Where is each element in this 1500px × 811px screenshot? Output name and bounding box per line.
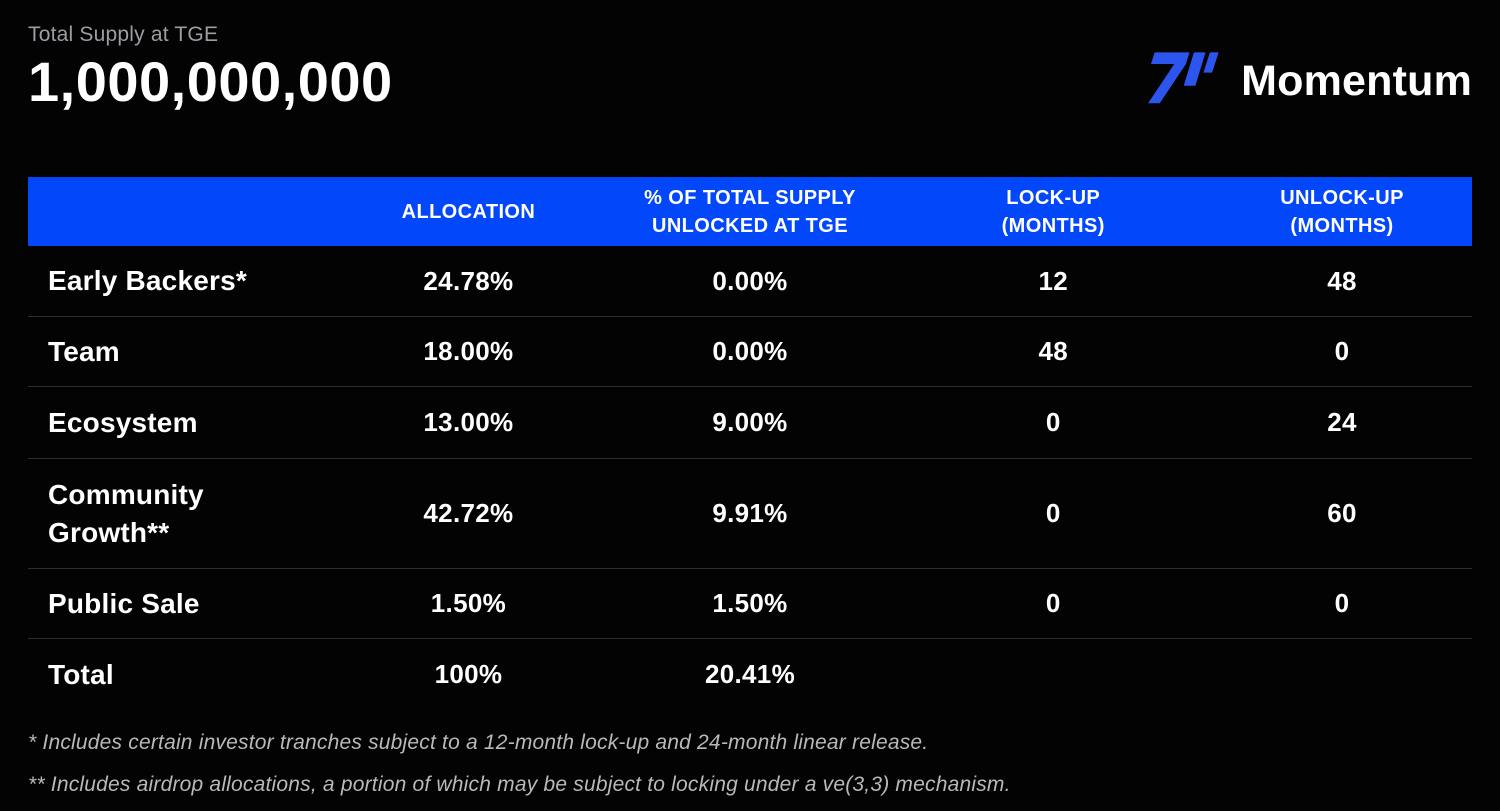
header-cell-unlocked-at-tge: % OF TOTAL SUPPLY UNLOCKED AT TGE bbox=[644, 186, 856, 237]
unlocked-at-tge-value: 9.91% bbox=[712, 498, 788, 528]
unlocked-at-tge-value: 20.41% bbox=[705, 659, 795, 689]
footnote-early-backers: * Includes certain investor tranches sub… bbox=[28, 731, 929, 754]
allocation-value: 13.00% bbox=[423, 407, 514, 437]
unlock-months-value: 60 bbox=[1327, 498, 1357, 528]
row-label: Ecosystem bbox=[48, 406, 198, 438]
lockup-months-value: 12 bbox=[1038, 265, 1068, 296]
unlock-months-value: 0 bbox=[1334, 336, 1350, 366]
table-row-total: Total 100% 20.41% bbox=[28, 638, 1472, 710]
row-label: Public Sale bbox=[48, 587, 200, 619]
momentum-logo-icon bbox=[1143, 50, 1223, 112]
table-row-ecosystem: Ecosystem 13.00% 9.00% 0 24 bbox=[28, 386, 1472, 458]
tokenomics-table: ALLOCATION % OF TOTAL SUPPLY UNLOCKED AT… bbox=[28, 177, 1472, 710]
row-label: Total bbox=[48, 658, 114, 690]
lockup-months-value: 0 bbox=[1045, 407, 1061, 437]
lockup-months-value: 0 bbox=[1045, 498, 1061, 528]
allocation-value: 1.50% bbox=[430, 588, 507, 618]
unlock-months-value: 48 bbox=[1327, 265, 1357, 296]
brand-name: Momentum bbox=[1241, 56, 1472, 105]
unlock-months-value: 24 bbox=[1327, 407, 1357, 437]
brand-logo: Momentum bbox=[1143, 50, 1472, 112]
row-label: Team bbox=[48, 335, 120, 367]
footnotes: * Includes certain investor tranches sub… bbox=[28, 730, 1472, 798]
allocation-value: 24.78% bbox=[423, 265, 514, 296]
table-row-team: Team 18.00% 0.00% 48 0 bbox=[28, 316, 1472, 386]
lockup-months-value: 0 bbox=[1045, 588, 1061, 618]
allocation-value: 42.72% bbox=[423, 498, 514, 528]
allocation-value: 100% bbox=[434, 659, 503, 689]
unlocked-at-tge-value: 1.50% bbox=[712, 588, 788, 618]
unlocked-at-tge-value: 9.00% bbox=[712, 407, 788, 437]
unlocked-at-tge-value: 0.00% bbox=[712, 336, 788, 366]
table-row-community-growth: Community Growth** 42.72% 9.91% 0 60 bbox=[28, 458, 1472, 568]
header-cell-lockup: LOCK-UP (MONTHS) bbox=[1001, 186, 1105, 237]
lockup-months-value: 48 bbox=[1038, 336, 1068, 366]
page-header: Total Supply at TGE 1,000,000,000 Moment… bbox=[28, 22, 1472, 115]
row-label: Early Backers* bbox=[48, 265, 247, 296]
table-row-early-backers: Early Backers* 24.78% 0.00% 12 48 bbox=[28, 246, 1472, 316]
footnote-community-growth: ** Includes airdrop allocations, a porti… bbox=[28, 773, 1011, 796]
unlock-months-value: 0 bbox=[1334, 588, 1350, 618]
unlocked-at-tge-value: 0.00% bbox=[712, 265, 788, 296]
header-cell-unlock: UNLOCK-UP (MONTHS) bbox=[1280, 186, 1404, 237]
total-supply-value: 1,000,000,000 bbox=[28, 50, 393, 113]
total-supply-block: Total Supply at TGE 1,000,000,000 bbox=[28, 22, 393, 115]
table-header-row: ALLOCATION % OF TOTAL SUPPLY UNLOCKED AT… bbox=[28, 177, 1472, 246]
table-row-public-sale: Public Sale 1.50% 1.50% 0 0 bbox=[28, 568, 1472, 638]
header-cell-allocation: ALLOCATION bbox=[401, 200, 536, 223]
table-body: Early Backers* 24.78% 0.00% 12 48 Team 1… bbox=[28, 246, 1472, 710]
row-label: Community Growth** bbox=[48, 478, 204, 548]
allocation-value: 18.00% bbox=[423, 336, 514, 366]
total-supply-label: Total Supply at TGE bbox=[28, 23, 219, 46]
